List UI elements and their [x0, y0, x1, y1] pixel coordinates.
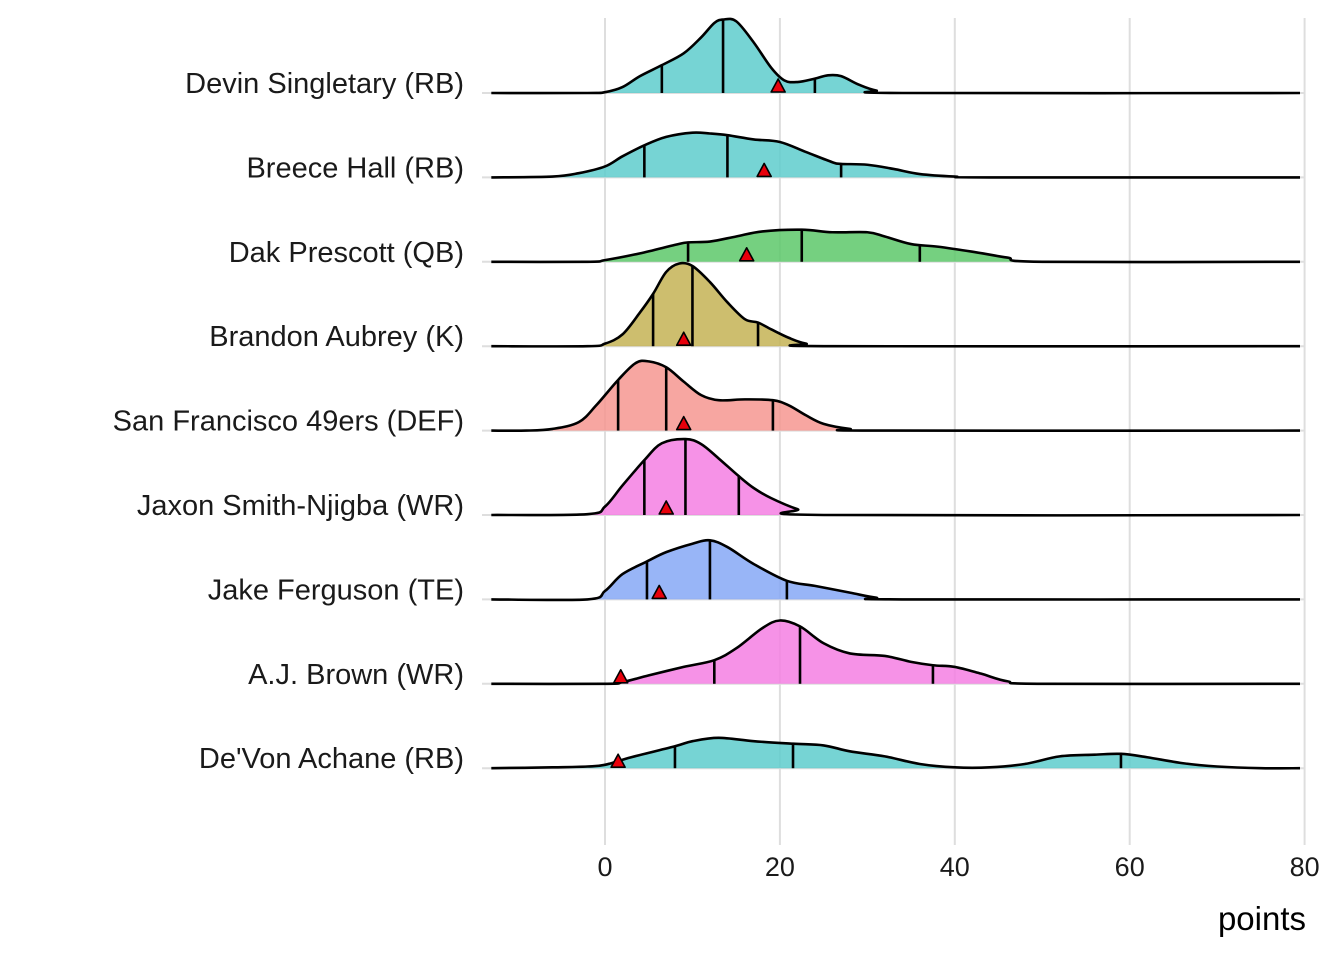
y-axis-labels: Devin Singletary (RB) Breece Hall (RB) Dak…	[113, 68, 464, 775]
actual-points-marker	[651, 584, 668, 600]
ridge-8	[491, 736, 1301, 770]
density-fill	[491, 620, 1300, 684]
y-label: Breece Hall (RB)	[246, 152, 464, 184]
ridge-5	[491, 437, 1301, 517]
density-outline	[491, 131, 1301, 179]
y-label: Devin Singletary (RB)	[185, 68, 464, 100]
actual-points-marker	[770, 78, 786, 93]
density-fill	[491, 439, 1300, 516]
density-fill	[491, 360, 1300, 431]
y-label: Jaxon Smith-Njigba (WR)	[137, 490, 464, 522]
y-label: Dak Prescott (QB)	[229, 237, 464, 269]
density-outline	[491, 538, 1301, 602]
density-outline	[491, 261, 1301, 348]
density-fill	[491, 737, 1300, 769]
ridge-7	[491, 619, 1301, 686]
ridge-2	[491, 228, 1301, 264]
density-fill	[491, 540, 1300, 601]
actual-points-marker	[675, 331, 692, 346]
density-fill	[491, 18, 1300, 94]
actual-points-marker	[738, 247, 755, 262]
ridge-0	[491, 17, 1301, 95]
x-tick-label: 60	[1115, 852, 1145, 882]
x-tick-label: 40	[940, 852, 970, 882]
ridges	[491, 17, 1301, 770]
x-tick-label: 0	[597, 852, 612, 882]
density-fill	[491, 263, 1300, 347]
actual-points-marker	[658, 500, 675, 515]
density-outline	[491, 619, 1301, 686]
density-fill	[491, 132, 1300, 178]
density-outline	[491, 437, 1301, 517]
actual-points-marker	[610, 753, 626, 768]
y-label: A.J. Brown (WR)	[248, 659, 464, 691]
y-label: San Francisco 49ers (DEF)	[113, 406, 464, 438]
x-tick-label: 80	[1290, 852, 1320, 882]
ridge-4	[491, 359, 1301, 433]
y-label: De'Von Achane (RB)	[199, 743, 464, 775]
density-outline	[491, 736, 1301, 770]
ridge-6	[491, 538, 1301, 602]
density-outline	[491, 359, 1301, 433]
x-axis-title: points	[1218, 900, 1306, 937]
x-tick-label: 20	[765, 852, 795, 882]
ridge-3	[491, 261, 1301, 348]
y-label: Brandon Aubrey (K)	[209, 321, 464, 353]
y-label: Jake Ferguson (TE)	[208, 574, 464, 606]
actual-points-marker	[612, 669, 629, 684]
ridge-1	[491, 131, 1301, 179]
actual-points-marker	[756, 162, 772, 178]
density-outline	[491, 17, 1301, 95]
actual-points-marker	[675, 415, 692, 431]
density-outline	[491, 228, 1301, 264]
x-axis-ticks: 0 20 40 60 80	[597, 852, 1319, 882]
density-fill	[491, 229, 1300, 263]
